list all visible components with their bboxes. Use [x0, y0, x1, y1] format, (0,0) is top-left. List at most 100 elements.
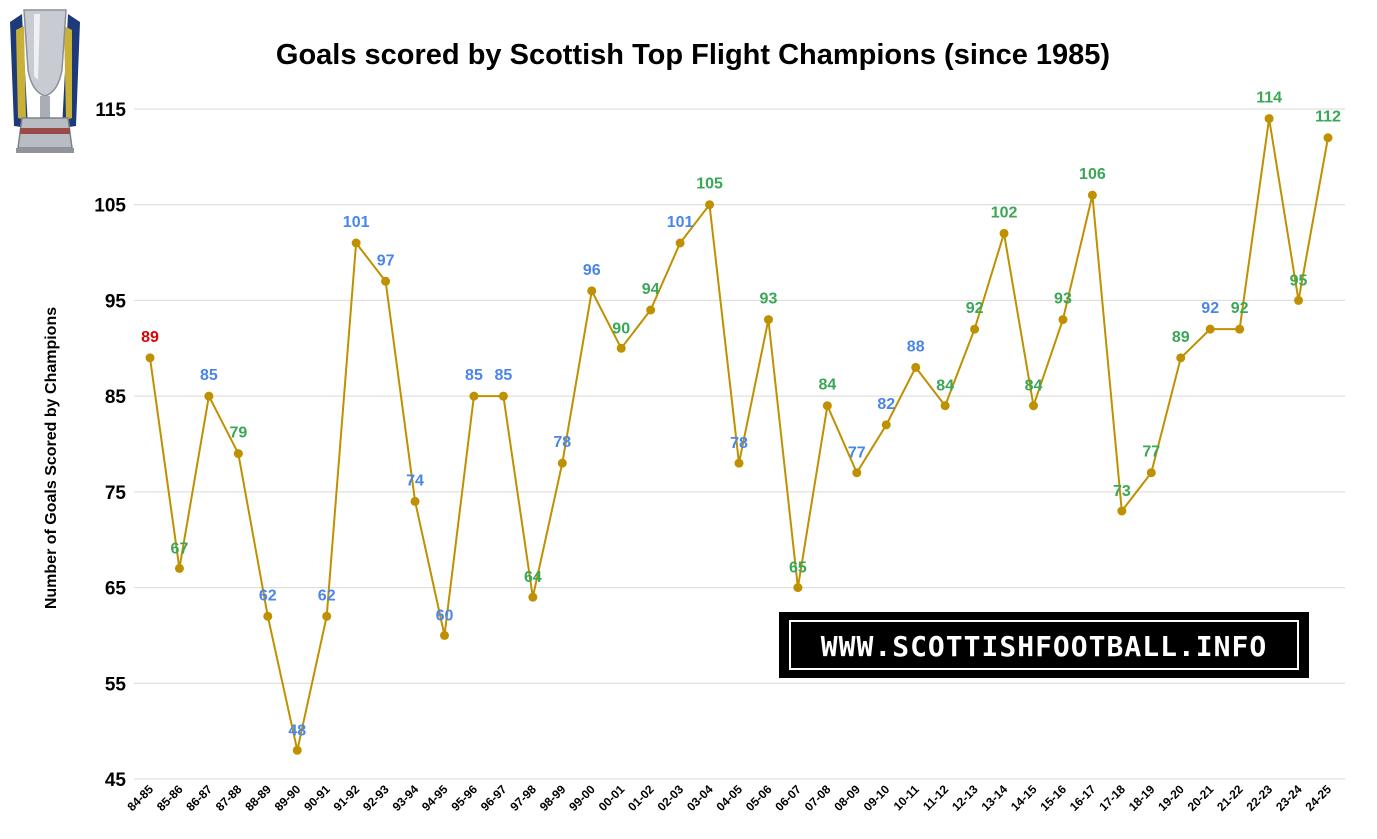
data-point — [1117, 506, 1127, 516]
x-tick-label: 85-86 — [154, 782, 186, 814]
data-label: 48 — [288, 722, 306, 739]
data-point — [322, 611, 332, 621]
data-label: 84 — [818, 377, 836, 394]
data-labels: 89 67 85 79 62 48 62 101 97 74 60 85 85 64 78 96 90 94 101… — [141, 90, 1341, 740]
data-label: 74 — [406, 472, 424, 489]
data-label: 112 — [1315, 109, 1341, 126]
data-point — [646, 305, 656, 315]
data-label: 101 — [343, 214, 370, 231]
x-tick-label: 06-07 — [772, 782, 804, 814]
data-point — [940, 401, 950, 411]
x-tick-label: 10-11 — [891, 782, 922, 813]
data-label: 82 — [877, 396, 895, 413]
x-axis-ticks: 84-8585-8686-8787-8888-8989-9090-9191-92… — [125, 782, 1335, 814]
data-label: 60 — [436, 607, 454, 624]
data-point — [734, 458, 744, 468]
data-label: 95 — [1290, 272, 1308, 289]
data-point — [528, 592, 538, 602]
data-point — [1294, 295, 1304, 305]
x-tick-label: 01-02 — [625, 782, 657, 814]
y-tick-label: 105 — [94, 196, 126, 217]
y-tick-label: 85 — [105, 387, 127, 408]
y-tick-label: 45 — [105, 770, 127, 791]
x-tick-label: 11-12 — [920, 782, 951, 813]
data-point — [410, 496, 420, 506]
data-point — [675, 238, 685, 248]
x-tick-label: 15-16 — [1037, 782, 1069, 814]
data-label: 77 — [848, 445, 866, 462]
x-tick-label: 04-05 — [714, 782, 746, 814]
data-label: 62 — [259, 587, 277, 604]
chart-title: Goals scored by Scottish Top Flight Cham… — [276, 39, 1110, 71]
data-label: 90 — [612, 320, 630, 337]
data-point — [1146, 468, 1156, 478]
data-label: 88 — [907, 338, 925, 355]
data-point — [145, 353, 155, 363]
data-point — [351, 238, 361, 248]
x-tick-label: 21-22 — [1214, 782, 1246, 814]
data-point — [1087, 190, 1097, 200]
y-tick-label: 115 — [95, 100, 126, 121]
x-tick-label: 23-24 — [1273, 782, 1305, 814]
data-label: 85 — [465, 367, 483, 384]
x-tick-label: 89-90 — [272, 782, 304, 814]
data-label: 97 — [377, 252, 395, 269]
x-tick-label: 00-01 — [596, 782, 628, 814]
y-tick-label: 75 — [105, 483, 127, 504]
data-point — [1205, 324, 1215, 334]
x-tick-label: 13-14 — [979, 782, 1011, 814]
y-axis-label: Number of Goals Scored by Champions — [43, 307, 60, 609]
x-tick-label: 24-25 — [1303, 782, 1335, 814]
x-tick-label: 17-18 — [1096, 782, 1128, 814]
x-tick-label: 94-95 — [419, 782, 451, 814]
x-tick-label: 99-00 — [566, 782, 598, 814]
data-point — [1235, 324, 1245, 334]
x-tick-label: 08-09 — [831, 782, 863, 814]
data-label: 85 — [495, 367, 513, 384]
x-tick-label: 16-17 — [1067, 782, 1099, 814]
x-tick-label: 02-03 — [655, 782, 687, 814]
data-point — [498, 391, 508, 401]
data-label: 102 — [991, 204, 1018, 221]
data-point — [557, 458, 567, 468]
data-label: 79 — [229, 425, 247, 442]
data-label: 84 — [1025, 378, 1043, 395]
trophy-icon — [10, 9, 80, 153]
data-point — [263, 611, 273, 621]
x-tick-label: 84-85 — [125, 782, 157, 814]
data-label: 77 — [1142, 444, 1160, 461]
data-label: 73 — [1113, 483, 1131, 500]
data-label: 78 — [730, 435, 748, 452]
data-label: 89 — [141, 329, 159, 346]
x-tick-label: 09-10 — [861, 782, 893, 814]
data-point — [381, 276, 391, 286]
data-point — [705, 200, 715, 210]
x-tick-label: 05-06 — [743, 782, 775, 814]
data-label: 101 — [667, 214, 694, 231]
x-tick-label: 87-88 — [213, 782, 245, 814]
data-point — [1058, 315, 1068, 325]
watermark-text: WWW.SCOTTISHFOOTBALL.INFO — [821, 630, 1267, 663]
x-tick-label: 93-94 — [390, 782, 422, 814]
x-tick-label: 19-20 — [1155, 782, 1187, 814]
data-label: 89 — [1172, 329, 1190, 346]
y-tick-label: 95 — [105, 291, 127, 312]
data-point — [793, 583, 803, 593]
data-point — [440, 630, 449, 640]
data-label: 96 — [583, 262, 601, 279]
y-tick-label: 55 — [105, 674, 127, 695]
data-label: 62 — [318, 587, 336, 604]
data-label: 114 — [1256, 90, 1282, 107]
data-point — [1029, 401, 1038, 411]
x-tick-label: 12-13 — [949, 782, 981, 814]
watermark: WWW.SCOTTISHFOOTBALL.INFO — [779, 612, 1309, 678]
data-label: 92 — [1201, 300, 1219, 317]
x-tick-label: 90-91 — [301, 782, 333, 814]
y-axis-ticks: 45 55 65 75 85 95 105 115 — [94, 100, 126, 791]
x-tick-label: 91-92 — [331, 782, 363, 814]
x-tick-label: 98-99 — [537, 782, 569, 814]
x-tick-label: 14-15 — [1008, 782, 1040, 814]
data-label: 92 — [966, 300, 984, 317]
data-label: 106 — [1079, 166, 1106, 183]
data-label: 105 — [696, 176, 723, 193]
